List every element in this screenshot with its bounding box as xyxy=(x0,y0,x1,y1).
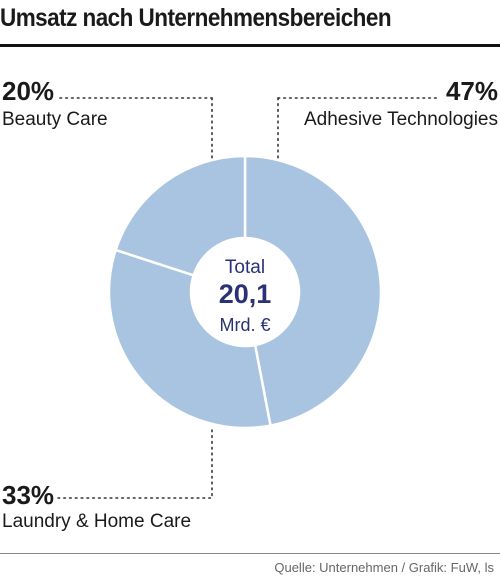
center-total-value: 20,1 xyxy=(219,279,272,309)
source-credit: Quelle: Unternehmen / Grafik: FuW, ls xyxy=(274,560,494,575)
title-rule xyxy=(0,44,500,47)
center-total-label: Total xyxy=(225,257,265,278)
beauty-care-percent: 20% xyxy=(2,76,55,106)
laundry-home-care-percent: 33% xyxy=(2,480,55,510)
chart-title: Umsatz nach Unternehmensbereichen xyxy=(0,4,392,32)
adhesive-technologies-percent: 47% xyxy=(445,76,498,106)
slice-beauty-care xyxy=(114,154,247,277)
adhesive-technologies-label: Adhesive Technologies xyxy=(303,109,498,130)
center-total-unit: Mrd. € xyxy=(219,315,270,335)
footer-rule xyxy=(0,553,500,554)
slice-adhesive-technologies xyxy=(243,154,383,428)
beauty-care-label: Beauty Care xyxy=(2,109,108,130)
slice-laundry-home-care xyxy=(107,248,272,430)
laundry-home-care-label: Laundry & Home Care xyxy=(2,511,192,532)
